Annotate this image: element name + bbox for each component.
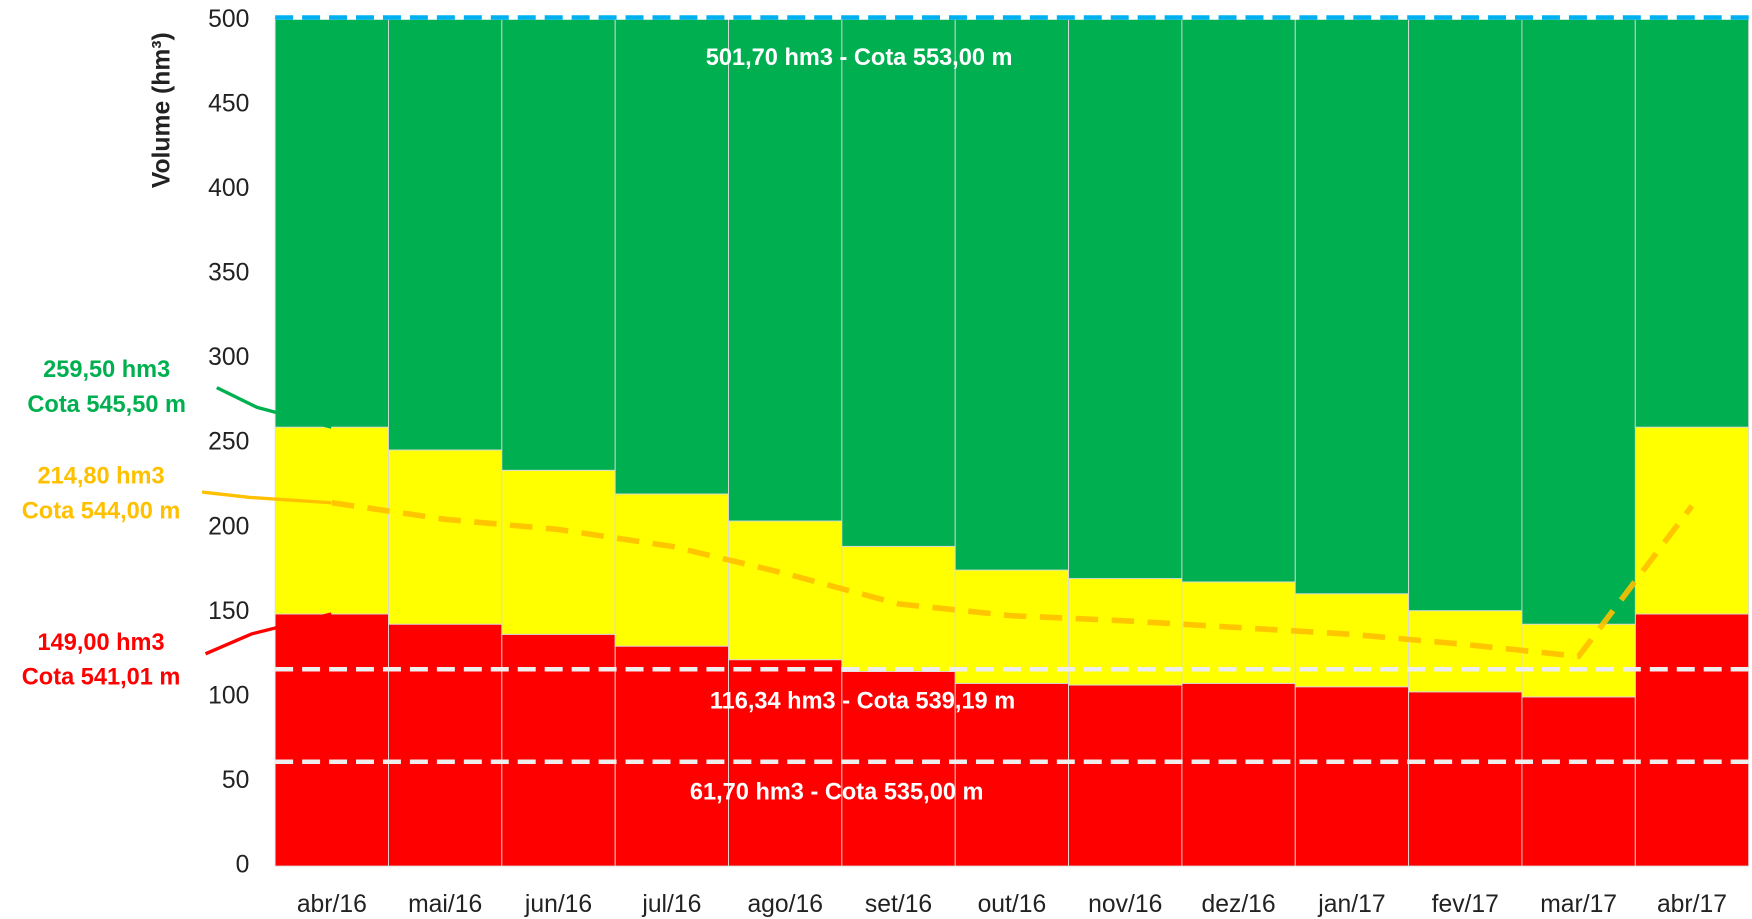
bar-segment [1634, 426, 1750, 615]
bar-segment [1521, 17, 1636, 625]
x-tick-label: jan/17 [1317, 891, 1385, 918]
bar-segment [1408, 610, 1523, 693]
bar-segment [501, 17, 616, 471]
bar-segment [1181, 581, 1296, 684]
bar-segment [1408, 691, 1523, 867]
bar-segment [1521, 696, 1636, 867]
bar-segment [841, 17, 956, 547]
y-tick-label: 200 [208, 513, 249, 540]
bar-segment [501, 633, 616, 867]
x-tick-label: abr/17 [1657, 891, 1727, 918]
x-tick-label: ago/16 [747, 891, 823, 918]
bar-segment [1408, 17, 1523, 612]
bar-segment [728, 520, 843, 661]
bar-segment [1294, 686, 1410, 867]
bar-segment [1521, 623, 1636, 698]
reference-label: 61,70 hm3 - Cota 535,00 m [690, 778, 984, 804]
reference-label: 116,34 hm3 - Cota 539,19 m [710, 687, 1015, 713]
y-tick-label: 450 [208, 90, 249, 117]
bar-segment [954, 17, 1070, 571]
annotation-leader [201, 490, 332, 505]
annotation-text: 259,50 hm3 [43, 356, 170, 382]
annotation-text: Cota 541,01 m [22, 664, 181, 690]
annotation-text: Cota 545,50 m [27, 391, 186, 417]
y-tick-label: 300 [208, 344, 249, 371]
x-tick-label: nov/16 [1088, 891, 1162, 918]
x-tick-label: dez/16 [1202, 891, 1276, 918]
bar-segment [1068, 684, 1183, 867]
x-tick-label: mar/17 [1540, 891, 1617, 918]
bar-segment [274, 17, 389, 428]
annotation-leader [216, 386, 332, 429]
bar-segment [614, 645, 729, 867]
bar-segment [1634, 613, 1750, 867]
bar-segment [954, 682, 1070, 867]
bar-segment [1068, 17, 1183, 579]
annotation-text: 149,00 hm3 [37, 629, 164, 655]
bar-segment [1181, 682, 1296, 867]
bar-segment [728, 17, 843, 522]
y-tick-label: 400 [208, 175, 249, 202]
bar-segment [1294, 593, 1410, 688]
annotation-text: Cota 544,00 m [22, 498, 181, 524]
y-axis-title: Volume (hm³) [148, 32, 175, 188]
y-tick-label: 150 [208, 598, 249, 625]
bar-segment [388, 623, 503, 867]
x-tick-label: fev/17 [1432, 891, 1499, 918]
bar-segment [954, 569, 1070, 684]
y-tick-label: 350 [208, 260, 249, 287]
bar-segment [614, 493, 729, 647]
bar-segment [388, 449, 503, 625]
y-tick-label: 50 [222, 767, 249, 794]
x-tick-label: set/16 [865, 891, 932, 918]
annotation-leader [204, 612, 332, 656]
x-tick-label: jun/16 [524, 891, 592, 918]
reference-label: 501,70 hm3 - Cota 553,00 m [706, 44, 1013, 70]
x-tick-label: jul/16 [641, 891, 701, 918]
bar-segment [274, 613, 389, 867]
bar-segment [1634, 17, 1750, 428]
trend-line [331, 499, 1695, 660]
bar-segment [1294, 17, 1410, 595]
bar-segment [274, 426, 389, 615]
y-tick-label: 250 [208, 429, 249, 456]
y-tick-label: 100 [208, 682, 249, 709]
annotation-text: 214,80 hm3 [37, 463, 164, 489]
bar-segment [501, 469, 616, 635]
y-tick-label: 500 [208, 6, 249, 33]
bar-segment [614, 17, 729, 495]
bar-segment [388, 17, 503, 451]
x-tick-label: mai/16 [408, 891, 482, 918]
x-tick-label: abr/16 [297, 891, 367, 918]
bar-segment [1181, 17, 1296, 583]
x-tick-label: out/16 [978, 891, 1047, 918]
y-tick-label: 0 [236, 852, 250, 879]
